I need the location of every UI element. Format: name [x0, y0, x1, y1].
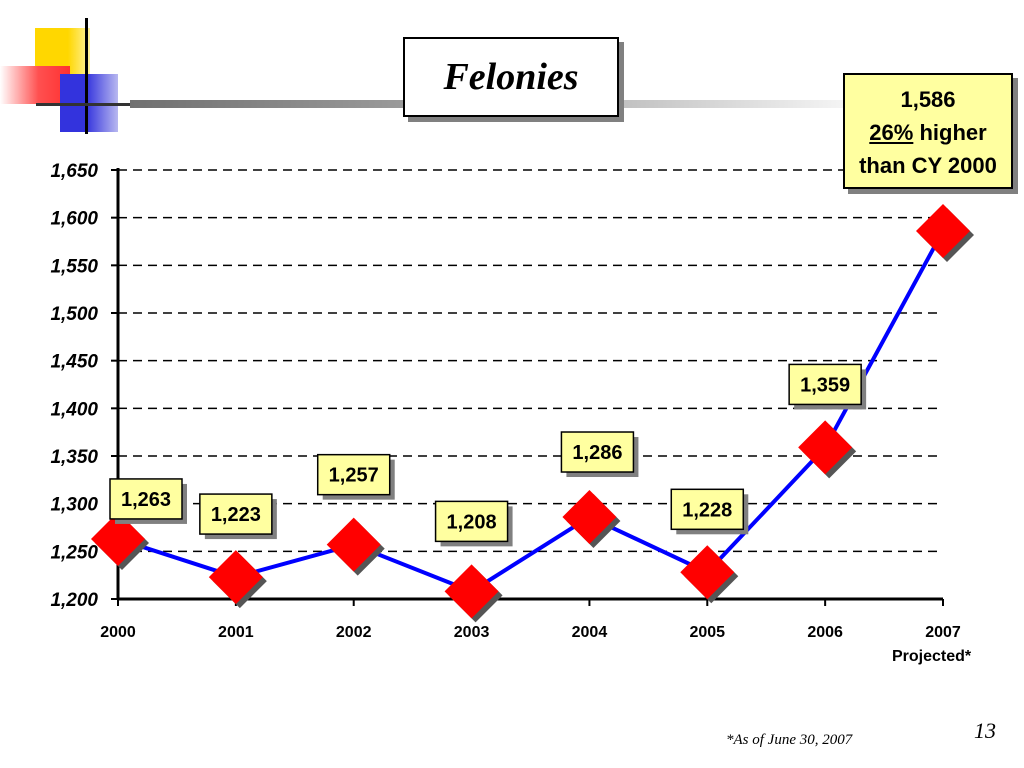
- x-tick-label: 2000: [100, 624, 136, 641]
- x-tick-label: 2004: [572, 624, 608, 641]
- data-label: 1,228: [682, 499, 732, 521]
- data-point: [562, 490, 617, 545]
- x-tick-label: 2003: [454, 624, 490, 641]
- data-point: [326, 517, 381, 572]
- data-label: 1,257: [329, 465, 379, 487]
- x-tick-label: 2002: [336, 624, 372, 641]
- y-tick-label: 1,550: [50, 256, 98, 277]
- data-point: [798, 420, 853, 475]
- x-tick-label: 2001: [218, 624, 254, 641]
- y-tick-label: 1,450: [50, 352, 98, 373]
- data-point: [208, 550, 263, 605]
- data-label-box: [560, 431, 635, 473]
- data-label-box: [199, 493, 273, 535]
- decor-red-square: [0, 66, 70, 104]
- x-tick-label: 2007: [925, 624, 961, 641]
- data-label: 1,359: [800, 374, 850, 396]
- callout-percent: 26%: [869, 120, 914, 145]
- y-tick-label: 1,500: [50, 304, 98, 325]
- decor-horizontal-line: [36, 103, 146, 106]
- data-label-box: [109, 478, 183, 520]
- callout-line3: than CY 2000: [859, 153, 997, 178]
- y-tick-label: 1,650: [50, 161, 98, 182]
- callout-value: 1,586: [900, 87, 956, 112]
- data-label: 1,263: [121, 489, 171, 511]
- data-point: [444, 564, 499, 619]
- data-point: [91, 511, 145, 566]
- data-label: 1,208: [447, 511, 497, 533]
- decor-vertical-line: [85, 18, 88, 134]
- callout-line2-rest: higher: [913, 120, 987, 145]
- data-label-box: [316, 453, 391, 496]
- slide-title: Felonies: [403, 37, 619, 117]
- x-tick-label: 2005: [689, 624, 725, 641]
- callout-line2: 26% higher: [845, 116, 1011, 149]
- data-point: [916, 204, 970, 259]
- y-tick-label: 1,600: [50, 209, 98, 230]
- footnote: *As of June 30, 2007: [726, 732, 853, 748]
- data-label-box: [434, 500, 509, 543]
- y-tick-label: 1,350: [50, 447, 98, 468]
- data-label-box: [788, 363, 862, 406]
- x-tick-label: 2006: [807, 624, 843, 641]
- projected-label: Projected*: [892, 648, 972, 665]
- y-tick-label: 1,300: [50, 495, 98, 516]
- y-tick-label: 1,250: [50, 542, 98, 563]
- data-label: 1,286: [572, 442, 622, 464]
- data-label-box: [670, 488, 745, 531]
- y-tick-label: 1,400: [50, 399, 98, 420]
- y-tick-label: 1,200: [50, 590, 98, 611]
- page-number: 13: [974, 718, 996, 743]
- callout-box: 1,586 26% higher than CY 2000: [843, 73, 1013, 189]
- data-label: 1,223: [211, 504, 261, 526]
- data-point: [680, 545, 735, 600]
